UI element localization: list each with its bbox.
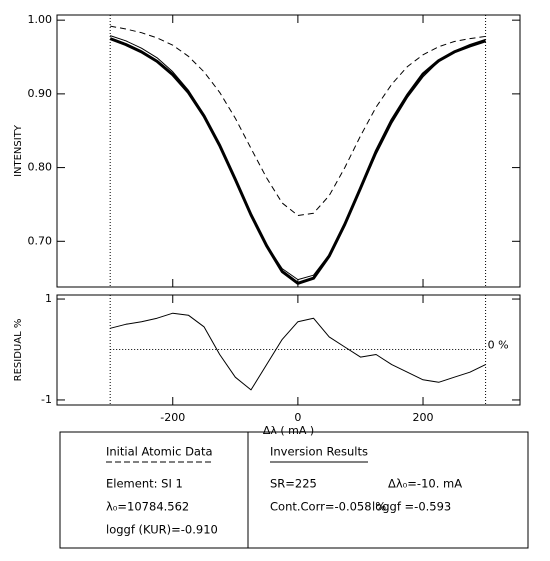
info-line: λ₀=10784.562 [106,500,189,514]
y-tick-label: 0.70 [28,234,53,247]
info-line: Δλ₀=-10. mA [388,477,462,491]
x-tick-label: -200 [160,411,185,424]
info-line: Cont.Corr=-0.058 % [270,500,386,514]
y-tick-label: -1 [41,393,52,406]
y-tick-label: 1 [45,292,52,305]
annotation: 0 % [488,338,509,351]
y-axis-label: RESIDUAL % [13,319,24,382]
y-tick-label: 0.90 [28,87,53,100]
plot-frame [56,294,521,406]
data-line [110,25,486,216]
data-line [109,37,487,285]
x-tick-label: 200 [413,411,434,424]
x-tick-label: 0 [294,411,301,424]
plot-frame [56,14,521,288]
info-line: loggf (KUR)=-0.910 [106,523,218,537]
x-axis-label: Δλ ( mA ) [263,424,314,437]
info-panel: Initial Atomic Data Element: SI 1 λ₀=107… [59,431,529,549]
y-axis-label: INTENSITY [13,124,24,177]
info-box [59,431,529,549]
info-line: SR=225 [270,477,317,491]
y-tick-label: 0.80 [28,161,53,174]
info-line: Element: SI 1 [106,477,183,491]
info-heading: Inversion Results [270,445,368,459]
info-heading: Initial Atomic Data [106,445,213,459]
data-line [110,312,486,391]
y-tick-label: 1.00 [28,13,53,26]
data-line [110,35,486,281]
info-line: loggf =-0.593 [372,500,451,514]
